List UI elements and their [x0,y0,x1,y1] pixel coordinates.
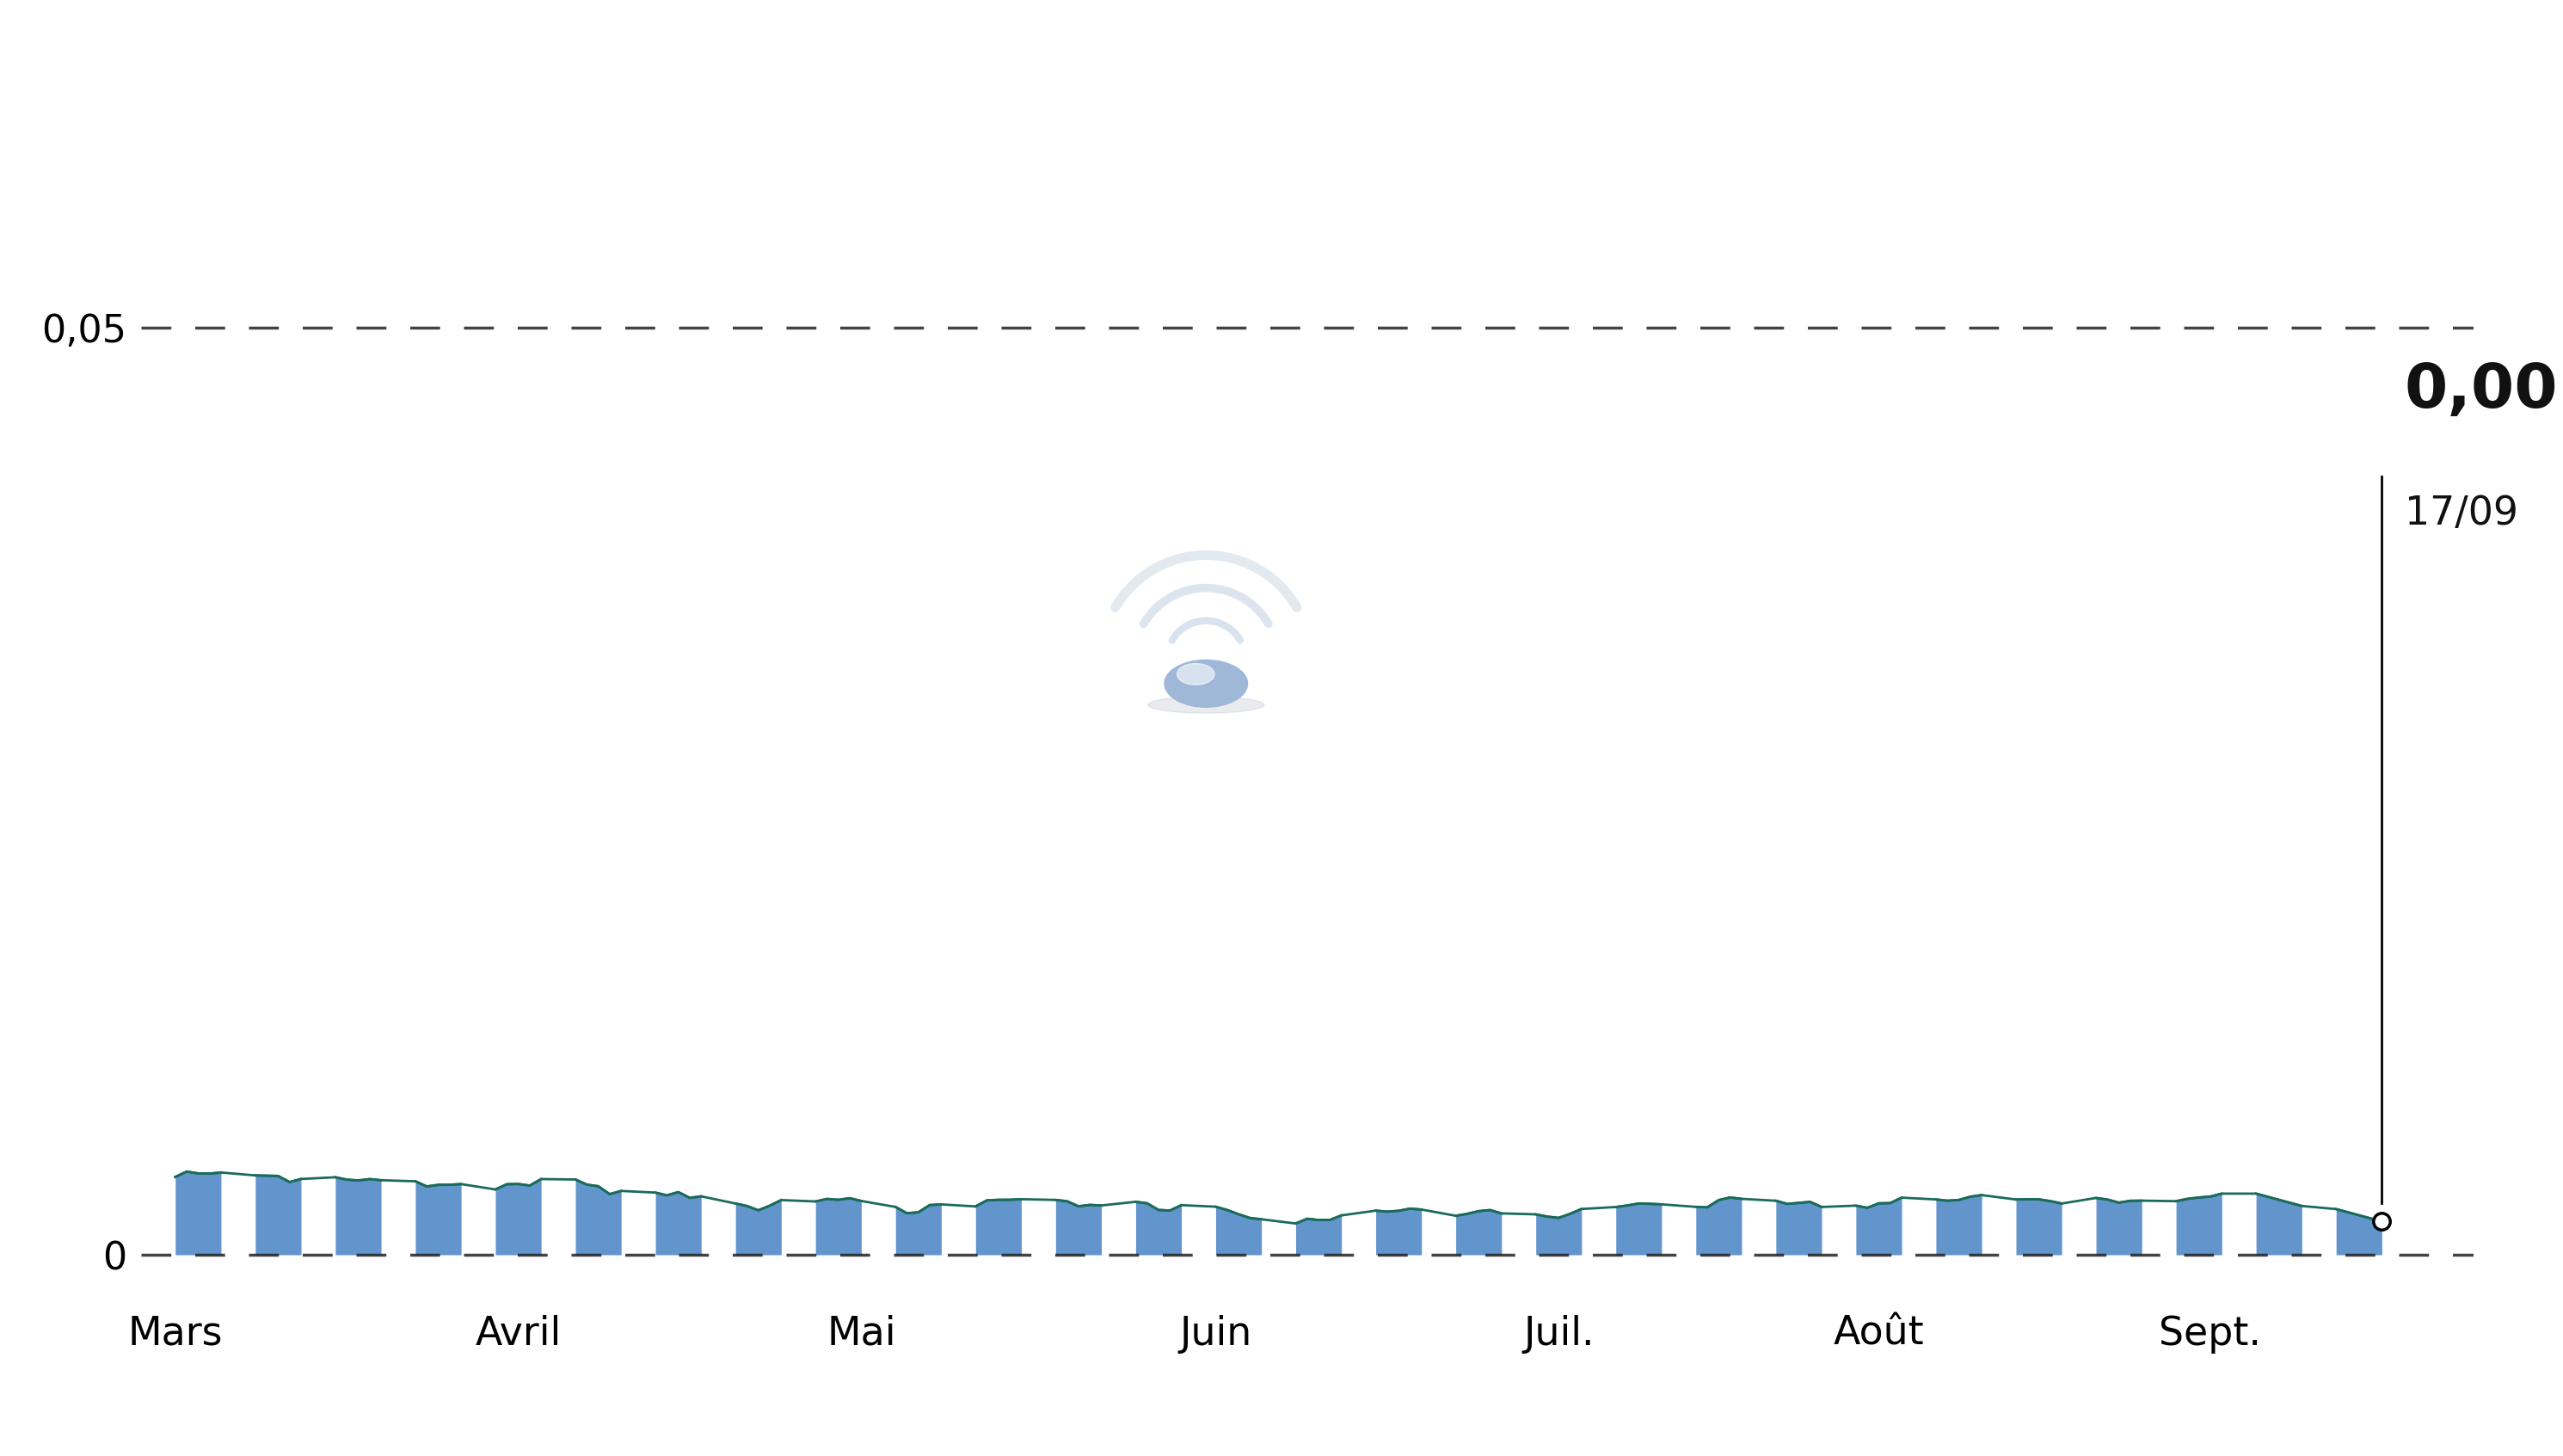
Text: 0,00: 0,00 [2404,361,2558,421]
Ellipse shape [1148,696,1264,713]
Text: 17/09: 17/09 [2404,495,2519,533]
Circle shape [1164,660,1248,708]
Circle shape [1176,664,1215,684]
Text: DRONE VOLT: DRONE VOLT [994,10,1569,89]
